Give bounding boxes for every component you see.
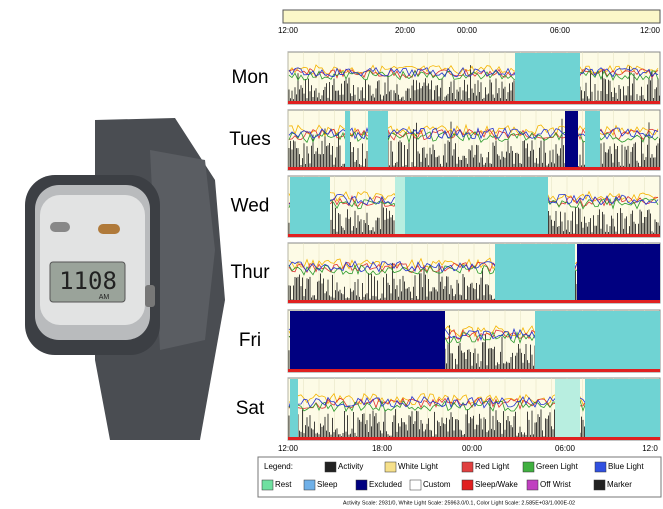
legend-label: Sleep/Wake [475, 480, 518, 489]
top-axis-label: 12:00 [640, 26, 661, 35]
legend-swatch [356, 480, 367, 490]
legend-label: Green Light [536, 462, 579, 471]
legend-swatch [595, 462, 606, 472]
watch-period: AM [99, 294, 110, 301]
sleep-wake-bar [288, 101, 660, 104]
legend-swatch [262, 480, 273, 490]
legend-label: Activity [338, 462, 363, 471]
watch-time: 1108 [59, 267, 117, 295]
interval-block [585, 111, 600, 169]
sleep-wake-bar [288, 437, 660, 440]
day-label: Mon [232, 67, 269, 88]
time-slider[interactable] [283, 10, 660, 23]
legend-swatch [462, 480, 473, 490]
sleep-wake-bar [288, 369, 660, 372]
legend-label: Custom [423, 480, 451, 489]
sleep-wake-bar [288, 167, 660, 170]
interval-block [495, 244, 575, 302]
legend-label: Off Wrist [540, 480, 572, 489]
bottom-axis-label: 12:0 [642, 444, 658, 453]
interval-block [290, 177, 330, 236]
legend-swatch [410, 480, 421, 490]
watch: 1108 AM [25, 118, 225, 440]
interval-block [565, 111, 578, 169]
interval-block [395, 177, 405, 236]
legend-swatch [594, 480, 605, 490]
interval-block [345, 111, 350, 169]
interval-block [405, 177, 548, 236]
legend-swatch [385, 462, 396, 472]
top-axis-label: 12:00 [278, 26, 299, 35]
interval-block [585, 379, 660, 439]
legend-label: White Light [398, 462, 439, 471]
bottom-axis-label: 12:00 [278, 444, 299, 453]
day-label: Wed [231, 196, 270, 217]
sleep-wake-bar [288, 234, 660, 237]
legend-swatch [304, 480, 315, 490]
legend-label: Rest [275, 480, 292, 489]
legend-label: Marker [607, 480, 632, 489]
legend-title: Legend: [264, 462, 293, 471]
day-label: Sat [236, 398, 265, 419]
top-axis-label: 06:00 [550, 26, 571, 35]
legend-label: Excluded [369, 480, 402, 489]
page: 1108 AM 12:00 20:00 00:00 06:00 12:00 Mon Tues… [0, 0, 663, 509]
interval-block [555, 379, 580, 439]
interval-block [290, 379, 298, 439]
interval-block [368, 111, 388, 169]
legend-swatch [527, 480, 538, 490]
top-axis-label: 20:00 [395, 26, 416, 35]
interval-block [290, 311, 445, 371]
day-label: Thur [230, 262, 270, 283]
bottom-axis-label: 18:00 [372, 444, 393, 453]
legend-label: Red Light [475, 462, 510, 471]
legend-swatch [462, 462, 473, 472]
interval-block [577, 244, 660, 302]
bottom-axis-label: 06:00 [555, 444, 576, 453]
legend-label: Sleep [317, 480, 338, 489]
day-label: Fri [239, 330, 261, 351]
legend-label: Blue Light [608, 462, 644, 471]
scale-note: Activity Scale: 2931/0, White Light Scal… [343, 500, 575, 506]
sleep-wake-bar [288, 300, 660, 303]
top-axis-label: 00:00 [457, 26, 478, 35]
interval-block [515, 53, 580, 103]
bottom-axis-label: 00:00 [462, 444, 483, 453]
day-label: Tues [229, 129, 271, 150]
legend-swatch [523, 462, 534, 472]
interval-block [535, 311, 660, 371]
legend-swatch [325, 462, 336, 472]
